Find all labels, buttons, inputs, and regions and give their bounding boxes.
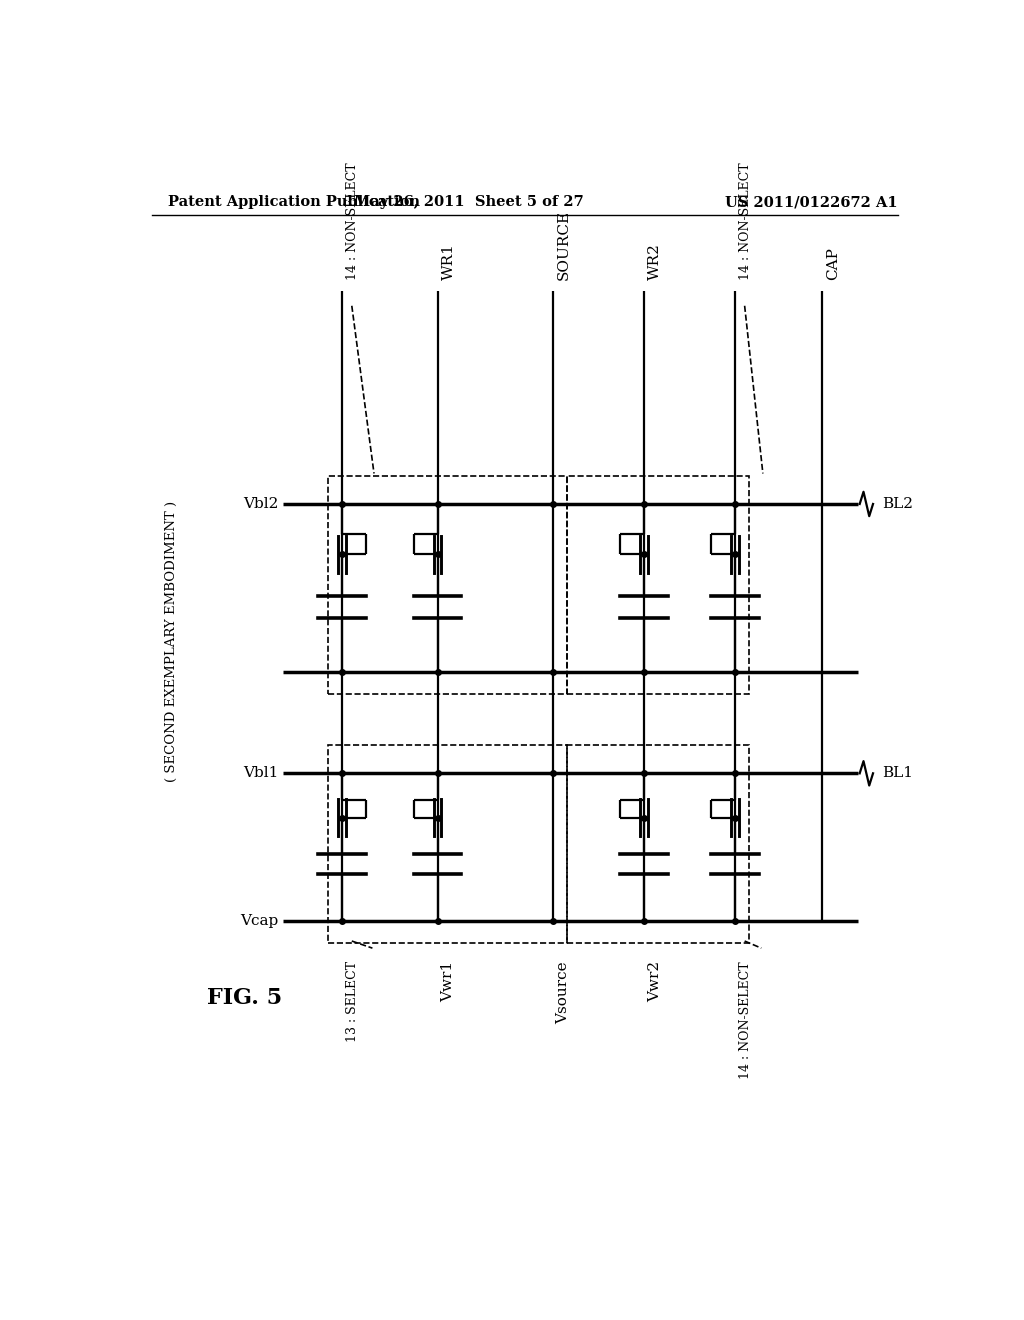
- Bar: [328, 744, 567, 942]
- Text: CAP: CAP: [826, 247, 841, 280]
- Text: US 2011/0122672 A1: US 2011/0122672 A1: [725, 195, 898, 209]
- Text: WR2: WR2: [648, 243, 662, 280]
- Text: 14 : NON-SELECT: 14 : NON-SELECT: [739, 961, 752, 1078]
- Text: Vcap: Vcap: [241, 913, 279, 928]
- Bar: [567, 744, 750, 942]
- Text: Patent Application Publication: Patent Application Publication: [168, 195, 420, 209]
- Text: Vwr1: Vwr1: [441, 961, 456, 1002]
- Text: Vwr2: Vwr2: [648, 961, 662, 1002]
- Text: May 26, 2011  Sheet 5 of 27: May 26, 2011 Sheet 5 of 27: [354, 195, 584, 209]
- Text: BL2: BL2: [882, 496, 913, 511]
- Text: WR1: WR1: [441, 243, 456, 280]
- Text: BL1: BL1: [882, 767, 913, 780]
- Text: Vbl1: Vbl1: [244, 767, 279, 780]
- Bar: [567, 475, 750, 694]
- Bar: [328, 475, 567, 694]
- Text: SOURCE: SOURCE: [557, 210, 570, 280]
- Text: Vsource: Vsource: [557, 961, 570, 1024]
- Text: 14 : NON-SELECT: 14 : NON-SELECT: [739, 162, 752, 280]
- Text: FIG. 5: FIG. 5: [207, 987, 283, 1008]
- Text: ( SECOND EXEMPLARY EMBODIMENT ): ( SECOND EXEMPLARY EMBODIMENT ): [165, 500, 178, 781]
- Text: 13 : SELECT: 13 : SELECT: [346, 961, 359, 1043]
- Text: 14 : NON-SELECT: 14 : NON-SELECT: [346, 162, 359, 280]
- Text: Vbl2: Vbl2: [244, 496, 279, 511]
